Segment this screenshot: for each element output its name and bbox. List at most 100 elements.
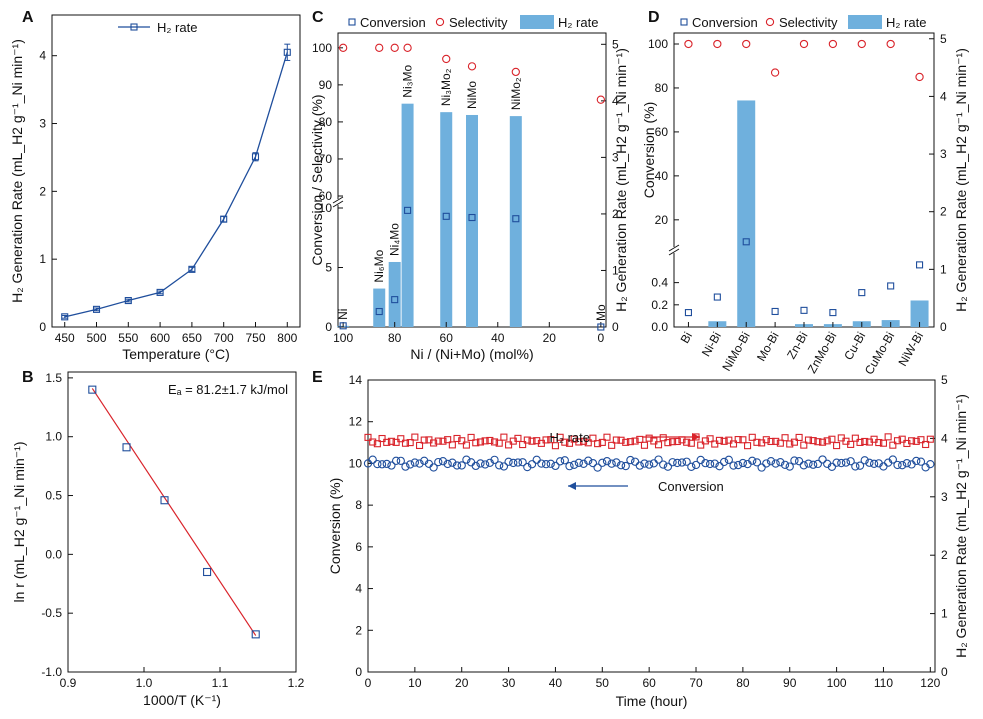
- e-h2-rate-point: [790, 438, 798, 446]
- e-h2-rate-point: [551, 442, 559, 450]
- c-selectivity-point: [339, 43, 348, 52]
- e-h2-rate-point: [420, 436, 428, 444]
- d-conversion-point: [800, 306, 808, 314]
- e-h2-rate-point: [631, 437, 639, 445]
- a-data-point: [92, 305, 101, 313]
- e-y-tick-label: 14: [349, 373, 363, 387]
- e-conversion-point: [382, 459, 391, 469]
- e-conversion-point: [649, 459, 658, 468]
- e-h2-rate-point: [875, 438, 883, 447]
- d-selectivity-point: [886, 39, 895, 49]
- d-category-label: Cu-Bi: [841, 330, 868, 363]
- e-y-tick-label: 8: [355, 498, 362, 512]
- e-h2-rate-point: [650, 437, 658, 445]
- e-h2-rate-point: [701, 437, 709, 445]
- e-h2-rate-point: [594, 440, 602, 448]
- panel-label-c: C: [312, 9, 324, 26]
- b-x-tick-label: 1.1: [212, 676, 229, 690]
- c-y-tick-label: 10: [319, 201, 333, 215]
- e-h2-rate-point: [884, 433, 892, 441]
- b-x-tick-label: 1.2: [288, 676, 305, 690]
- e-conversion-point: [373, 459, 382, 469]
- e-h2-rate-point: [804, 436, 813, 444]
- e-conversion-point: [429, 463, 438, 472]
- e-conversion-point: [509, 458, 518, 468]
- a-data-point: [61, 313, 69, 321]
- e-conversion-point: [635, 461, 644, 470]
- d-y-tick-label: 20: [655, 213, 669, 227]
- b-plot-frame: [67, 371, 297, 673]
- c-conversion-point: [468, 213, 476, 222]
- e-x-tick-label: 120: [920, 676, 940, 690]
- e-h2-rate-point: [528, 437, 536, 445]
- c-right-tick-label: 2: [612, 207, 619, 221]
- e-conversion-point: [776, 458, 785, 467]
- c-x-tick-label: 100: [333, 331, 353, 345]
- c-y-tick-label: 80: [319, 115, 333, 129]
- e-conversion-point: [705, 459, 715, 469]
- e-conversion-point: [846, 457, 855, 466]
- e-h2-rate-point: [711, 440, 719, 448]
- e-h2-rate-point: [856, 438, 864, 446]
- d-selectivity-point: [828, 39, 838, 49]
- e-x-tick-label: 100: [827, 676, 847, 690]
- c-x-tick-label: 80: [388, 331, 402, 345]
- d-selectivity-point: [799, 39, 809, 49]
- c-x-tick-label: 0: [598, 331, 605, 345]
- e-h2-rate-point: [411, 433, 419, 441]
- a-x-tick-label: 750: [245, 331, 265, 345]
- e-x-tick-label: 80: [736, 676, 750, 690]
- b-data-point: [251, 630, 260, 639]
- c-legend-selectivity-marker: [435, 17, 445, 27]
- c-right-tick-label: 3: [612, 150, 619, 164]
- c-x-tick-label: 40: [491, 331, 505, 345]
- e-y-tick-label: 12: [349, 415, 363, 429]
- e-h2-rate-point: [640, 441, 649, 449]
- a-x-tick-label: 450: [55, 331, 75, 345]
- e-h2-rate-point: [439, 437, 447, 445]
- e-h2-rate-point: [462, 441, 470, 449]
- e-conversion-point: [780, 460, 790, 469]
- a-y-tick-label: 0: [39, 320, 46, 334]
- e-h2-rate-point: [434, 437, 442, 445]
- e-conversion-point: [813, 459, 823, 469]
- c-legend-selectivity: Selectivity: [449, 15, 508, 30]
- c-composition-label: Ni₃Mo₂: [439, 68, 453, 106]
- c-conversion-point: [404, 206, 412, 214]
- e-h2-rate-point: [687, 439, 695, 447]
- e-conversion-point: [391, 456, 401, 465]
- e-conversion-point: [452, 461, 462, 470]
- e-h2-rate-point: [729, 440, 738, 448]
- e-h2-rate-point: [387, 437, 395, 445]
- e-h2-rate-point: [495, 439, 503, 447]
- e-y-tick-label: 10: [349, 456, 363, 470]
- e-left-axis-label: Conversion (%): [327, 478, 343, 574]
- e-conversion-point: [626, 455, 635, 465]
- c-x-tick-label: 20: [543, 331, 557, 345]
- c-conversion-point: [442, 212, 450, 220]
- e-h2-rate-point: [608, 441, 616, 449]
- c-selectivity-point: [403, 43, 412, 52]
- d-conversion-point: [684, 309, 692, 317]
- e-conversion-point: [541, 460, 551, 469]
- e-h2-rate-point: [762, 436, 770, 444]
- e-conversion-point: [640, 459, 649, 468]
- e-y-tick-label: 6: [355, 540, 362, 554]
- e-conversion-arrowhead: [568, 482, 576, 490]
- d-category-label: NiMo-Bi: [719, 330, 752, 374]
- a-data-point: [220, 215, 228, 223]
- d-y-tick-label: 80: [655, 81, 669, 95]
- d-right-tick-label: 4: [940, 89, 947, 103]
- b-x-tick-label: 1.0: [136, 676, 153, 690]
- c-selectivity-point: [467, 62, 477, 71]
- e-conversion-point: [574, 458, 584, 467]
- e-conversion-point: [630, 457, 640, 466]
- e-conversion-point: [832, 458, 841, 467]
- d-conversion-point: [887, 282, 895, 290]
- c-axis-break-mask: [334, 199, 342, 205]
- c-y-tick-label: 90: [319, 78, 333, 92]
- c-selectivity-point: [511, 67, 520, 77]
- c-composition-label: Ni₃Mo: [401, 64, 415, 97]
- c-axis-break: [332, 200, 344, 208]
- e-h2-rate-point: [392, 438, 400, 446]
